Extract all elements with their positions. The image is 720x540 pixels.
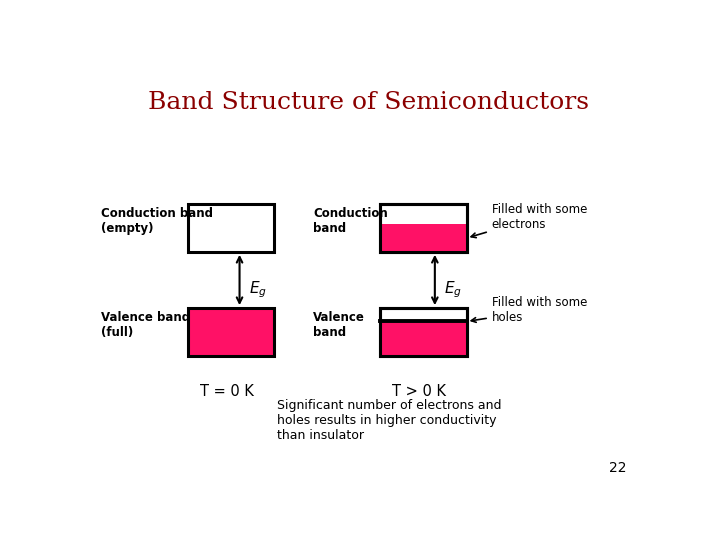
Text: Significant number of electrons and
holes results in higher conductivity
than in: Significant number of electrons and hole… — [277, 399, 501, 442]
Bar — [188, 204, 274, 252]
Text: Band Structure of Semiconductors: Band Structure of Semiconductors — [148, 91, 590, 114]
Bar — [380, 224, 467, 252]
Bar — [380, 321, 467, 356]
Text: Valence band
(full): Valence band (full) — [101, 310, 190, 339]
Text: Valence
band: Valence band — [313, 310, 365, 339]
Text: Filled with some
holes: Filled with some holes — [471, 296, 587, 324]
Text: $E_g$: $E_g$ — [249, 279, 267, 300]
Text: $E_g$: $E_g$ — [444, 279, 462, 300]
Text: Conduction band
(empty): Conduction band (empty) — [101, 207, 213, 235]
Text: T > 0 K: T > 0 K — [392, 384, 446, 399]
Text: Filled with some
electrons: Filled with some electrons — [471, 202, 587, 238]
Bar — [380, 204, 467, 252]
Bar — [380, 308, 467, 356]
Bar — [188, 308, 274, 356]
Text: Conduction
band: Conduction band — [313, 207, 388, 235]
Text: T = 0 K: T = 0 K — [199, 384, 253, 399]
Bar — [380, 204, 467, 252]
Text: 22: 22 — [608, 461, 626, 475]
Bar — [380, 308, 467, 356]
